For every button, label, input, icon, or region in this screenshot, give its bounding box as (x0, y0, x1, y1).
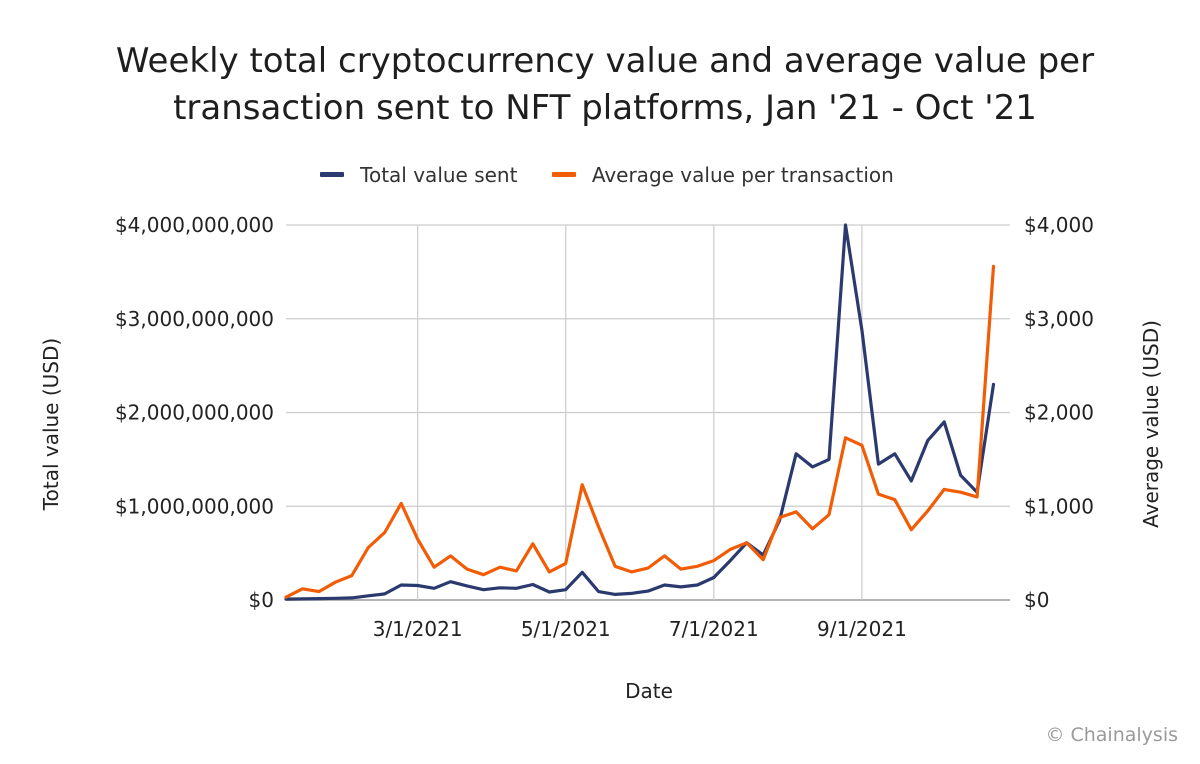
y-left-tick-label: $2,000,000,000 (115, 401, 274, 425)
legend-item-average-value[interactable]: Average value per transaction (551, 162, 894, 187)
y-axis-title-left: Total value (USD) (39, 338, 63, 511)
y-left-tick-label: $1,000,000,000 (115, 494, 274, 518)
y-right-tick-label: $2,000 (1024, 401, 1094, 425)
legend-label-total-value: Total value sent (360, 162, 518, 187)
legend-swatch-average-value (551, 172, 576, 177)
legend-item-total-value[interactable]: Total value sent (320, 163, 517, 187)
legend: Total value sent Average value per trans… (0, 158, 1200, 187)
y-axis-title-right: Average value (USD) (1139, 320, 1163, 528)
x-tick-label: 7/1/2021 (669, 617, 759, 641)
source-credit: © Chainalysis (1045, 724, 1178, 746)
chart-title-line-2: transaction sent to NFT platforms, Jan '… (173, 88, 1037, 128)
y-left-tick-label: $0 (249, 588, 274, 612)
chart-title: Weekly total cryptocurrency value and av… (0, 38, 1200, 132)
series-line-total-value (284, 223, 996, 601)
x-axis-title: Date (625, 679, 673, 703)
chart-title-line-1: Weekly total cryptocurrency value and av… (115, 41, 1095, 81)
y-left-tick-label: $3,000,000,000 (115, 307, 274, 331)
y-right-tick-label: $1,000 (1024, 494, 1094, 518)
y-right-tick-label: $0 (1024, 588, 1049, 612)
y-left-tick-label: $4,000,000,000 (115, 213, 274, 237)
x-tick-label: 9/1/2021 (817, 617, 907, 641)
legend-swatch-total-value (320, 172, 345, 177)
y-right-tick-label: $3,000 (1024, 307, 1094, 331)
legend-label-average-value: Average value per transaction (591, 162, 894, 187)
series-line-average-value (284, 264, 996, 599)
y-right-tick-label: $4,000 (1024, 213, 1094, 237)
x-tick-label: 5/1/2021 (521, 617, 611, 641)
x-tick-label: 3/1/2021 (373, 617, 463, 641)
